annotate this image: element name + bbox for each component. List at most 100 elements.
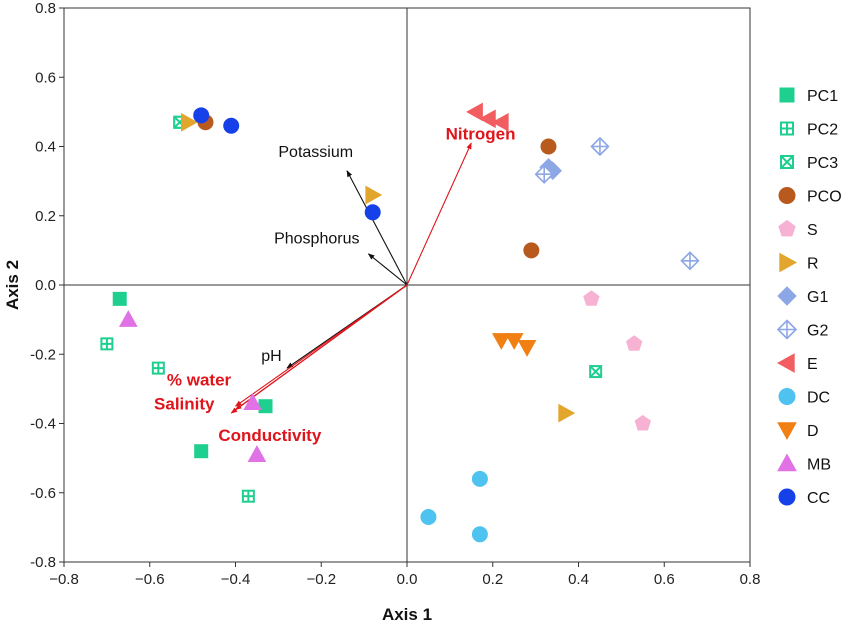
legend-label-pc2: PC2 [807,122,838,139]
legend-marker-cc [778,488,796,506]
point-cc [364,204,381,221]
y-tick-label: 0.2 [35,208,56,225]
legend-label-r: R [807,256,819,273]
point-pc1 [194,444,209,459]
point-r [181,112,198,132]
legend-marker-pc1 [779,87,795,103]
point-pc1 [112,291,127,306]
legend-label-dc: DC [807,390,830,407]
point-s [583,290,600,306]
point-mb [247,445,267,462]
y-tick-label: 0.4 [35,139,56,156]
x-tick-label: −0.6 [135,571,165,588]
x-tick-label: 0.2 [482,571,503,588]
point-pc2 [100,337,114,351]
x-axis-title: Axis 1 [382,605,432,624]
point-cc [223,117,240,134]
x-tick-label: −0.8 [49,571,79,588]
legend-label-d: D [807,423,819,440]
point-s [634,414,651,431]
series-e [466,102,509,132]
vector-label-phosphorus: Phosphorus [274,230,359,247]
point-s [626,335,643,351]
point-pc3 [589,365,603,379]
x-tick-label: 0.6 [654,571,675,588]
point-pco [523,242,540,259]
point-pc2 [151,361,165,375]
series-mb [118,310,267,462]
series-s [583,290,651,431]
legend-label-mb: MB [807,457,831,474]
point-d [491,333,511,350]
legend-label-g1: G1 [807,289,828,306]
legend-marker-g1 [777,286,797,306]
x-tick-label: −0.4 [221,571,251,588]
y-axis-title: Axis 2 [3,260,22,310]
point-r [558,403,576,423]
legend-marker-pc3 [780,155,794,169]
point-r [365,185,383,205]
legend-marker-dc [778,388,796,405]
x-tick-label: 0.0 [397,571,418,588]
point-mb [118,310,138,327]
series-r [181,112,576,423]
point-dc [420,508,437,525]
point-dc [471,526,488,543]
y-tick-label: -0.2 [30,346,56,363]
data-points [100,102,700,543]
vector-potassium [346,170,408,286]
legend-label-s: S [807,222,818,239]
vector-phosphorus [367,253,408,286]
vector-conductivity [230,284,408,414]
vector-label-conductivity: Conductivity [218,426,321,445]
vectors: Potassium Phosphorus Nitrogen pH % water Sali… [154,125,515,445]
legend-label-cc: CC [807,490,830,507]
legend-marker-pc2 [780,121,794,136]
point-pc2 [241,489,255,503]
series-g2 [534,136,700,271]
legend-label-pc3: PC3 [807,155,838,172]
legend-label-pc1: PC1 [807,88,838,105]
point-pc1 [258,399,273,414]
y-tick-label: -0.8 [30,554,56,571]
y-tick-label: -0.4 [30,416,56,433]
point-g2 [680,251,700,271]
point-dc [471,470,488,487]
vector-nitrogen [406,142,472,286]
y-tick-label: 0.8 [35,0,56,17]
point-mb [243,393,262,411]
vector-label-potassium: Potassium [278,144,353,161]
legend: PC1 PC2 PC3 PCO SR G1 G2 E DC D MB CC [776,87,842,507]
vector-label-ph: pH [261,348,281,365]
vector-label-nitrogen: Nitrogen [446,125,516,144]
x-tick-label: −0.2 [306,571,336,588]
y-tick-label: 0.0 [35,277,56,294]
series-cc [193,107,381,221]
series-d [491,333,537,357]
legend-marker-d [777,422,797,441]
x-tick-label: 0.8 [740,571,761,588]
legend-marker-s [778,219,796,237]
legend-label-pco: PCO [807,189,842,206]
x-tick-label: 0.4 [568,571,589,588]
point-e [491,112,509,132]
point-d [517,340,537,357]
series-dc [420,470,488,543]
point-pco [540,138,557,155]
point-cc [193,107,210,124]
axes-ticks: −0.8 −0.6 −0.4 −0.2 0.0 0.2 0.4 0.6 0.8 0.8 0.6 0.4… [30,0,760,588]
y-tick-label: 0.6 [35,69,56,86]
y-tick-label: -0.6 [30,485,56,502]
legend-marker-r [779,252,798,273]
legend-marker-g2 [776,319,798,340]
series-pc1 [112,291,273,459]
point-e [466,102,483,122]
legend-label-g2: G2 [807,323,828,340]
legend-marker-mb [777,453,797,472]
point-e [478,109,496,129]
legend-marker-e [776,353,795,373]
point-g2 [534,164,554,184]
vector-label-salinity: Salinity [154,395,215,414]
legend-marker-pco [778,187,796,204]
